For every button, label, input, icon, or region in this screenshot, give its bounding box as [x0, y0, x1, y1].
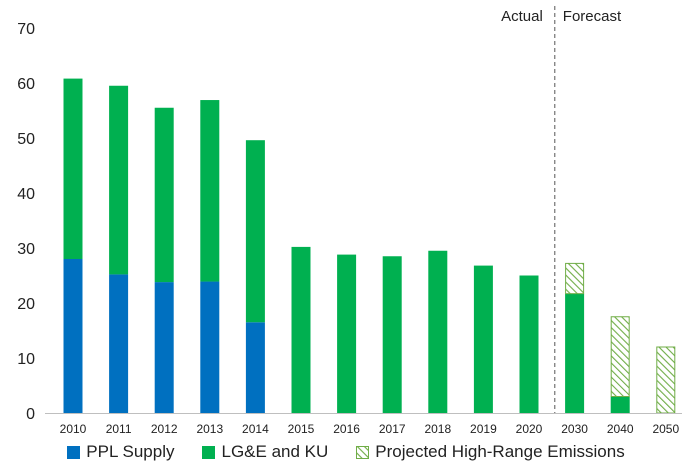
x-tick-label: 2050	[652, 422, 679, 436]
actual-label: Actual	[501, 8, 543, 25]
x-tick-label: 2018	[424, 422, 451, 436]
x-tick-label: 2014	[242, 422, 269, 436]
x-tick-label: 2015	[288, 422, 315, 436]
bar-lge-and-ku-2018	[428, 250, 448, 413]
y-tick-label: 70	[17, 21, 35, 38]
x-tick-label: 2012	[151, 422, 178, 436]
x-tick-label: 2030	[561, 422, 588, 436]
legend-item-lge-ku: LG&E and KU	[202, 442, 328, 462]
y-tick-label: 10	[17, 351, 35, 368]
bar-ppl-supply-2010	[63, 259, 83, 413]
bar-lge-and-ku-2010	[63, 78, 83, 259]
bar-lge-and-ku-2019	[473, 265, 493, 413]
bar-ppl-supply-2013	[200, 281, 220, 413]
legend-swatch-lge-ku	[202, 445, 216, 459]
x-tick-label: 2020	[516, 422, 543, 436]
y-tick-label: 40	[17, 186, 35, 203]
bar-ppl-supply-2014	[245, 322, 265, 413]
bar-projected-high-range-emissions-2030	[565, 262, 585, 295]
bar-lge-and-ku-2012	[154, 107, 174, 283]
bar-lge-and-ku-2040	[610, 396, 630, 413]
bar-lge-and-ku-2030	[565, 293, 585, 413]
x-tick-label: 2016	[333, 422, 360, 436]
x-tick-label: 2013	[196, 422, 223, 436]
legend-item-projected: Projected High-Range Emissions	[356, 442, 625, 462]
bar-lge-and-ku-2015	[291, 246, 311, 413]
bar-lge-and-ku-2017	[382, 256, 402, 413]
bar-projected-high-range-emissions-2040	[610, 316, 630, 397]
y-axis: 0 10 20 30 40 50 60 70	[17, 21, 35, 423]
y-tick-label: 50	[17, 131, 35, 148]
bar-projected-high-range-emissions-2050	[656, 346, 676, 414]
legend: PPL Supply LG&E and KU Projected High-Ra…	[0, 440, 692, 464]
bar-lge-and-ku-2020	[519, 275, 539, 413]
bar-lge-and-ku-2011	[109, 85, 129, 275]
legend-label-projected: Projected High-Range Emissions	[375, 442, 625, 461]
bar-area	[63, 78, 676, 414]
legend-label-ppl-supply: PPL Supply	[86, 442, 175, 461]
x-tick-label: 2019	[470, 422, 497, 436]
x-tick-label: 2010	[60, 422, 87, 436]
bar-lge-and-ku-2014	[245, 140, 265, 323]
bar-ppl-supply-2011	[109, 274, 129, 413]
bar-lge-and-ku-2013	[200, 100, 220, 282]
legend-swatch-ppl-supply	[67, 445, 81, 459]
x-tick-label: 2017	[379, 422, 406, 436]
legend-label-lge-ku: LG&E and KU	[221, 442, 329, 461]
y-tick-label: 60	[17, 76, 35, 93]
legend-swatch-projected	[356, 445, 370, 459]
x-axis: 2010 2011 2012 2013 2014 2015 2016 2017 2018 2019…	[60, 422, 680, 436]
y-tick-label: 20	[17, 296, 35, 313]
y-tick-label: 30	[17, 241, 35, 258]
y-tick-label: 0	[26, 406, 35, 423]
bar-ppl-supply-2012	[154, 282, 174, 413]
legend-item-ppl-supply: PPL Supply	[67, 442, 174, 462]
forecast-label: Forecast	[563, 8, 622, 25]
x-tick-label: 2011	[106, 422, 132, 436]
bar-lge-and-ku-2016	[337, 254, 357, 413]
x-tick-label: 2040	[607, 422, 634, 436]
